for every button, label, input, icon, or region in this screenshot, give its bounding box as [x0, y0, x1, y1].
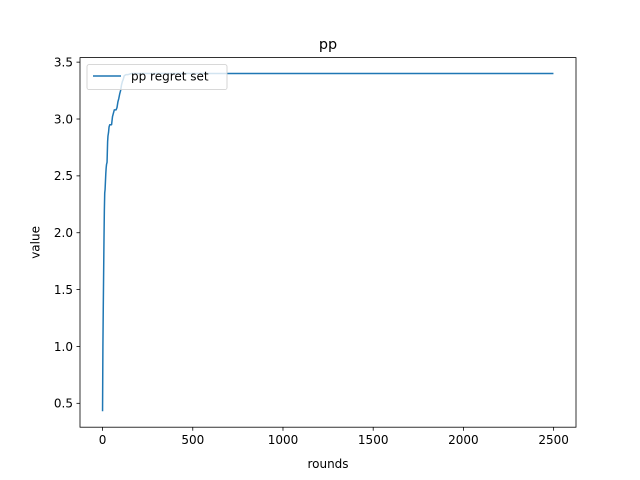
- y-tick-label: 0.5: [54, 397, 73, 411]
- legend-box: [86, 64, 228, 90]
- x-tick-label: 1000: [268, 433, 299, 447]
- plot-frame: [79, 57, 577, 428]
- legend-label-pp-regret-set: pp regret set: [131, 70, 209, 84]
- y-tick-label: 2.0: [54, 226, 73, 240]
- x-axis-label: rounds: [307, 457, 348, 471]
- x-tick-label: 0: [99, 433, 107, 447]
- x-tick-label: 2500: [538, 433, 569, 447]
- x-ticks: 0 500 1000 1500 2000 2500: [99, 427, 569, 447]
- x-tick-label: 1500: [358, 433, 389, 447]
- chart-title: pp: [319, 37, 337, 53]
- legend: pp regret set: [86, 64, 228, 90]
- y-tick-label: 3.5: [54, 55, 73, 69]
- y-axis-label: value: [29, 226, 43, 259]
- y-tick-label: 2.5: [54, 169, 73, 183]
- y-ticks: 0.5 1.0 1.5 2.0 2.5 3.0 3.5: [54, 55, 80, 411]
- y-tick-label: 3.0: [54, 112, 73, 126]
- x-tick-label: 500: [181, 433, 204, 447]
- y-tick-label: 1.0: [54, 340, 73, 354]
- plot-area: [80, 57, 576, 428]
- x-tick-label: 2000: [448, 433, 479, 447]
- y-tick-label: 1.5: [54, 283, 73, 297]
